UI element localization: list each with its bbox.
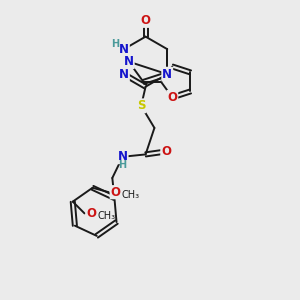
Text: O: O [161,145,171,158]
Text: N: N [162,68,172,81]
Text: H: H [112,39,120,49]
Text: O: O [167,91,177,104]
Text: O: O [141,14,151,27]
Text: O: O [86,207,96,220]
Text: CH₃: CH₃ [122,190,140,200]
Text: N: N [118,150,128,163]
Text: N: N [119,43,129,56]
Text: S: S [137,99,146,112]
Text: CH₃: CH₃ [98,211,116,221]
Text: N: N [124,55,134,68]
Text: H: H [118,160,126,170]
Text: N: N [119,68,129,81]
Text: O: O [110,186,120,199]
